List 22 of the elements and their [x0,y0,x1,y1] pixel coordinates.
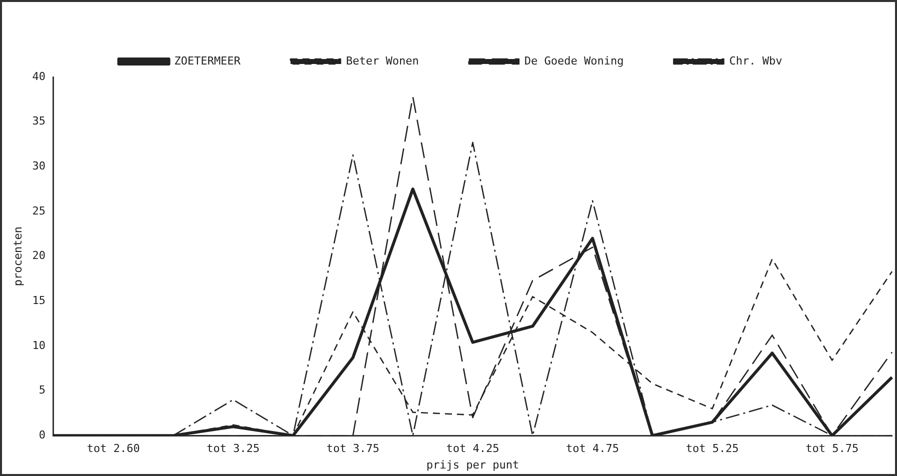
legend-label: Chr. Wbv [729,54,783,68]
y-tick-label: 20 [32,249,46,262]
legend-label: ZOETERMEER [174,54,241,68]
y-tick-label: 15 [32,294,46,307]
y-tick-label: 5 [38,384,46,397]
y-tick-label: 10 [32,338,46,352]
x-axis-title: prijs per punt [426,458,520,472]
x-tick-label: tot 4.25 [446,442,500,456]
x-tick-label: tot 3.25 [206,442,260,456]
y-tick-label: 40 [32,70,46,83]
y-tick-label: 0 [38,428,46,442]
legend-label: Beter Wonen [346,54,419,68]
y-tick-label: 25 [32,204,46,218]
y-tick-label: 35 [32,114,46,128]
x-tick-label: tot 5.25 [686,442,739,456]
x-tick-label: tot 3.75 [326,442,380,456]
y-axis-title: procenten [11,226,24,286]
x-tick-label: tot 4.75 [566,442,620,456]
legend-label: De Goede Woning [524,54,624,68]
y-tick-label: 30 [32,160,46,173]
x-tick-label: tot 5.75 [806,442,859,456]
x-tick-label: tot 2.60 [86,442,140,456]
